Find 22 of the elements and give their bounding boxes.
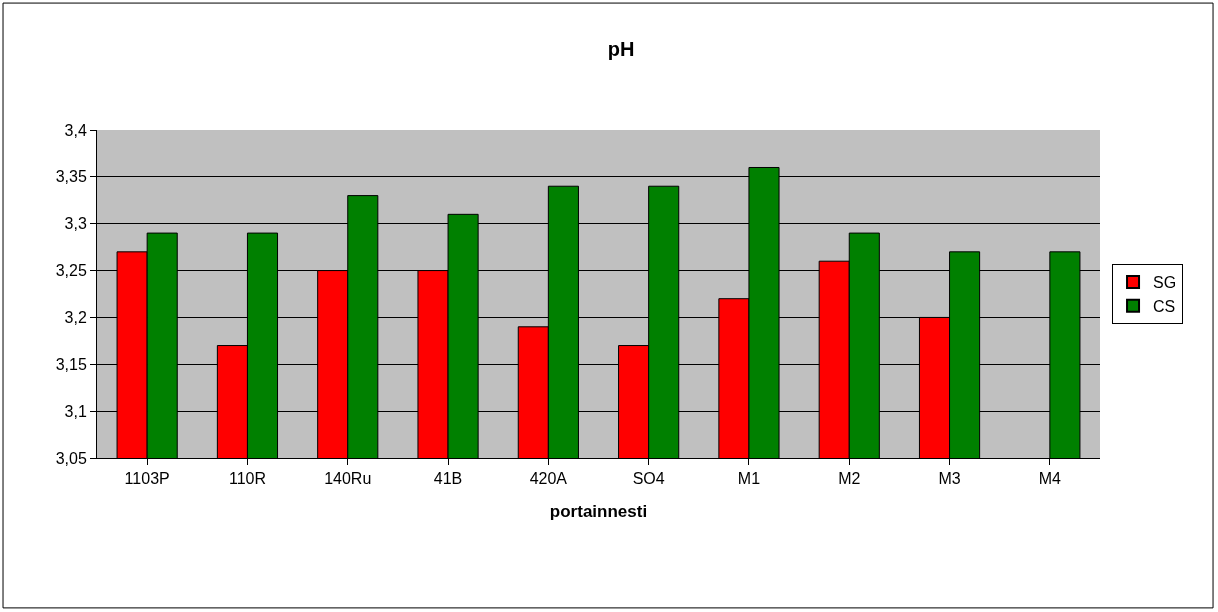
legend-label: CS	[1153, 297, 1176, 315]
chart-title: pH	[607, 37, 635, 60]
legend-label: SG	[1153, 274, 1177, 292]
x-tick-label: 420A	[529, 470, 568, 488]
x-tick-label: 1103P	[124, 470, 170, 488]
x-tick-label: 140Ru	[324, 470, 372, 488]
y-tick-label: 3,35	[55, 168, 87, 186]
y-tick-label: 3,15	[55, 355, 87, 373]
y-tick-label: 3,2	[64, 309, 87, 327]
x-tick-label: M1	[737, 470, 761, 488]
x-tick-label: M4	[1038, 470, 1062, 488]
x-tick-label: 110R	[228, 470, 266, 488]
y-tick-label: 3,4	[64, 121, 87, 139]
y-tick-label: 3,25	[55, 262, 87, 280]
y-tick-label: 3,3	[64, 215, 87, 233]
x-axis-title: portainnesti	[549, 501, 648, 521]
x-tick-label: 41B	[433, 470, 463, 488]
y-tick-label: 3,1	[64, 402, 87, 420]
x-tick-label: M3	[938, 470, 961, 488]
y-tick-label: 3,05	[55, 449, 87, 467]
x-tick-label: M2	[838, 470, 861, 488]
x-tick-label: SO4	[632, 470, 665, 488]
